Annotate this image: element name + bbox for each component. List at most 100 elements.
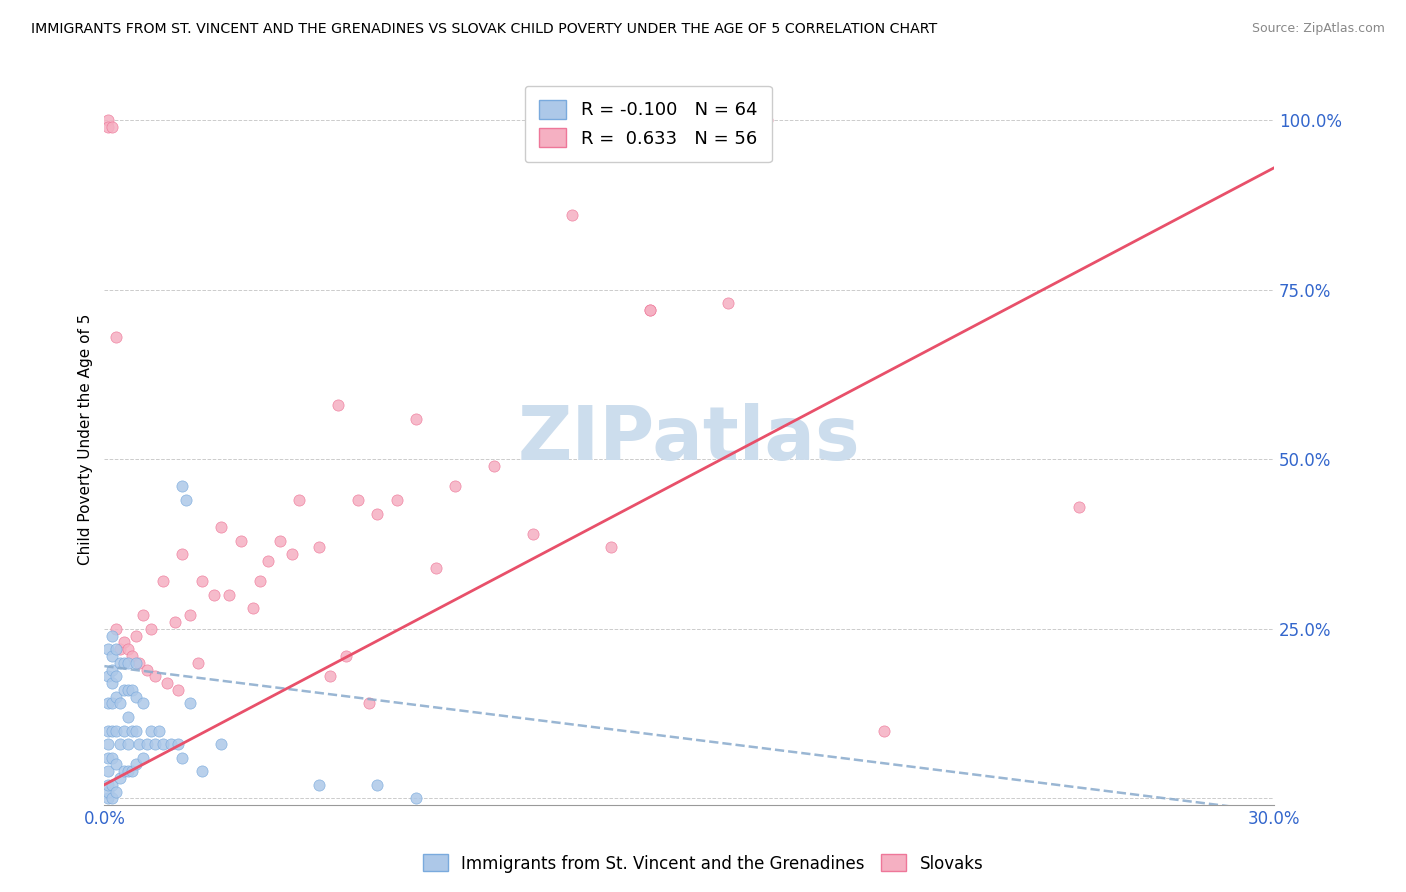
Point bbox=[717, 296, 740, 310]
Point bbox=[97, 113, 120, 128]
Point bbox=[346, 493, 368, 508]
Point bbox=[143, 669, 166, 683]
Point bbox=[335, 648, 357, 663]
Point bbox=[484, 459, 506, 474]
Point bbox=[101, 676, 124, 690]
Point bbox=[97, 669, 120, 683]
Point bbox=[638, 303, 661, 318]
Point bbox=[112, 723, 135, 738]
Point bbox=[108, 642, 131, 657]
Point bbox=[105, 784, 128, 798]
Point bbox=[308, 778, 330, 792]
Point bbox=[141, 622, 163, 636]
Point bbox=[101, 778, 124, 792]
Point bbox=[97, 737, 120, 751]
Point bbox=[522, 527, 544, 541]
Point bbox=[124, 656, 146, 670]
Point bbox=[561, 208, 583, 222]
Point bbox=[873, 723, 896, 738]
Point bbox=[179, 697, 201, 711]
Point bbox=[112, 635, 135, 649]
Point bbox=[202, 588, 225, 602]
Point bbox=[105, 330, 128, 344]
Point bbox=[132, 750, 155, 764]
Point bbox=[97, 723, 120, 738]
Point bbox=[148, 723, 170, 738]
Point bbox=[117, 682, 139, 697]
Point bbox=[167, 737, 190, 751]
Point bbox=[117, 737, 139, 751]
Point bbox=[97, 778, 120, 792]
Point bbox=[101, 791, 124, 805]
Point bbox=[101, 629, 124, 643]
Point bbox=[359, 697, 381, 711]
Point bbox=[105, 642, 128, 657]
Text: Source: ZipAtlas.com: Source: ZipAtlas.com bbox=[1251, 22, 1385, 36]
Point bbox=[172, 750, 194, 764]
Point bbox=[108, 697, 131, 711]
Point bbox=[209, 737, 232, 751]
Point bbox=[97, 784, 120, 798]
Point bbox=[678, 120, 700, 135]
Point bbox=[97, 764, 120, 779]
Point bbox=[249, 574, 271, 589]
Point bbox=[97, 642, 120, 657]
Legend: Immigrants from St. Vincent and the Grenadines, Slovaks: Immigrants from St. Vincent and the Gren… bbox=[416, 847, 990, 880]
Point bbox=[425, 561, 447, 575]
Point bbox=[179, 608, 201, 623]
Point bbox=[269, 533, 291, 548]
Text: ZIPatlas: ZIPatlas bbox=[517, 402, 860, 475]
Point bbox=[136, 737, 159, 751]
Point bbox=[124, 723, 146, 738]
Point bbox=[136, 663, 159, 677]
Point bbox=[191, 574, 214, 589]
Point bbox=[242, 601, 264, 615]
Legend: R = -0.100   N = 64, R =  0.633   N = 56: R = -0.100 N = 64, R = 0.633 N = 56 bbox=[524, 86, 772, 162]
Point bbox=[638, 303, 661, 318]
Point bbox=[108, 656, 131, 670]
Point bbox=[124, 629, 146, 643]
Point bbox=[101, 723, 124, 738]
Point bbox=[121, 723, 143, 738]
Point bbox=[124, 690, 146, 704]
Point bbox=[257, 554, 280, 568]
Point bbox=[191, 764, 214, 779]
Point bbox=[105, 669, 128, 683]
Point bbox=[97, 791, 120, 805]
Point bbox=[172, 479, 194, 493]
Point bbox=[105, 690, 128, 704]
Point bbox=[385, 493, 408, 508]
Point bbox=[756, 113, 779, 128]
Point bbox=[152, 574, 174, 589]
Point bbox=[101, 750, 124, 764]
Point bbox=[105, 757, 128, 772]
Point bbox=[209, 520, 232, 534]
Point bbox=[105, 622, 128, 636]
Point bbox=[97, 750, 120, 764]
Point bbox=[187, 656, 209, 670]
Point bbox=[97, 120, 120, 135]
Point bbox=[288, 493, 311, 508]
Point bbox=[444, 479, 467, 493]
Point bbox=[112, 656, 135, 670]
Point bbox=[366, 507, 388, 521]
Point bbox=[121, 764, 143, 779]
Point bbox=[328, 398, 350, 412]
Point bbox=[167, 682, 190, 697]
Point bbox=[97, 697, 120, 711]
Point bbox=[1067, 500, 1090, 514]
Point bbox=[163, 615, 186, 629]
Point bbox=[174, 493, 197, 508]
Point bbox=[152, 737, 174, 751]
Point bbox=[101, 120, 124, 135]
Point bbox=[101, 697, 124, 711]
Point bbox=[108, 737, 131, 751]
Point bbox=[128, 737, 150, 751]
Point bbox=[229, 533, 252, 548]
Point bbox=[156, 676, 179, 690]
Point bbox=[405, 411, 427, 425]
Point bbox=[121, 682, 143, 697]
Y-axis label: Child Poverty Under the Age of 5: Child Poverty Under the Age of 5 bbox=[79, 313, 93, 565]
Point bbox=[101, 663, 124, 677]
Point bbox=[117, 764, 139, 779]
